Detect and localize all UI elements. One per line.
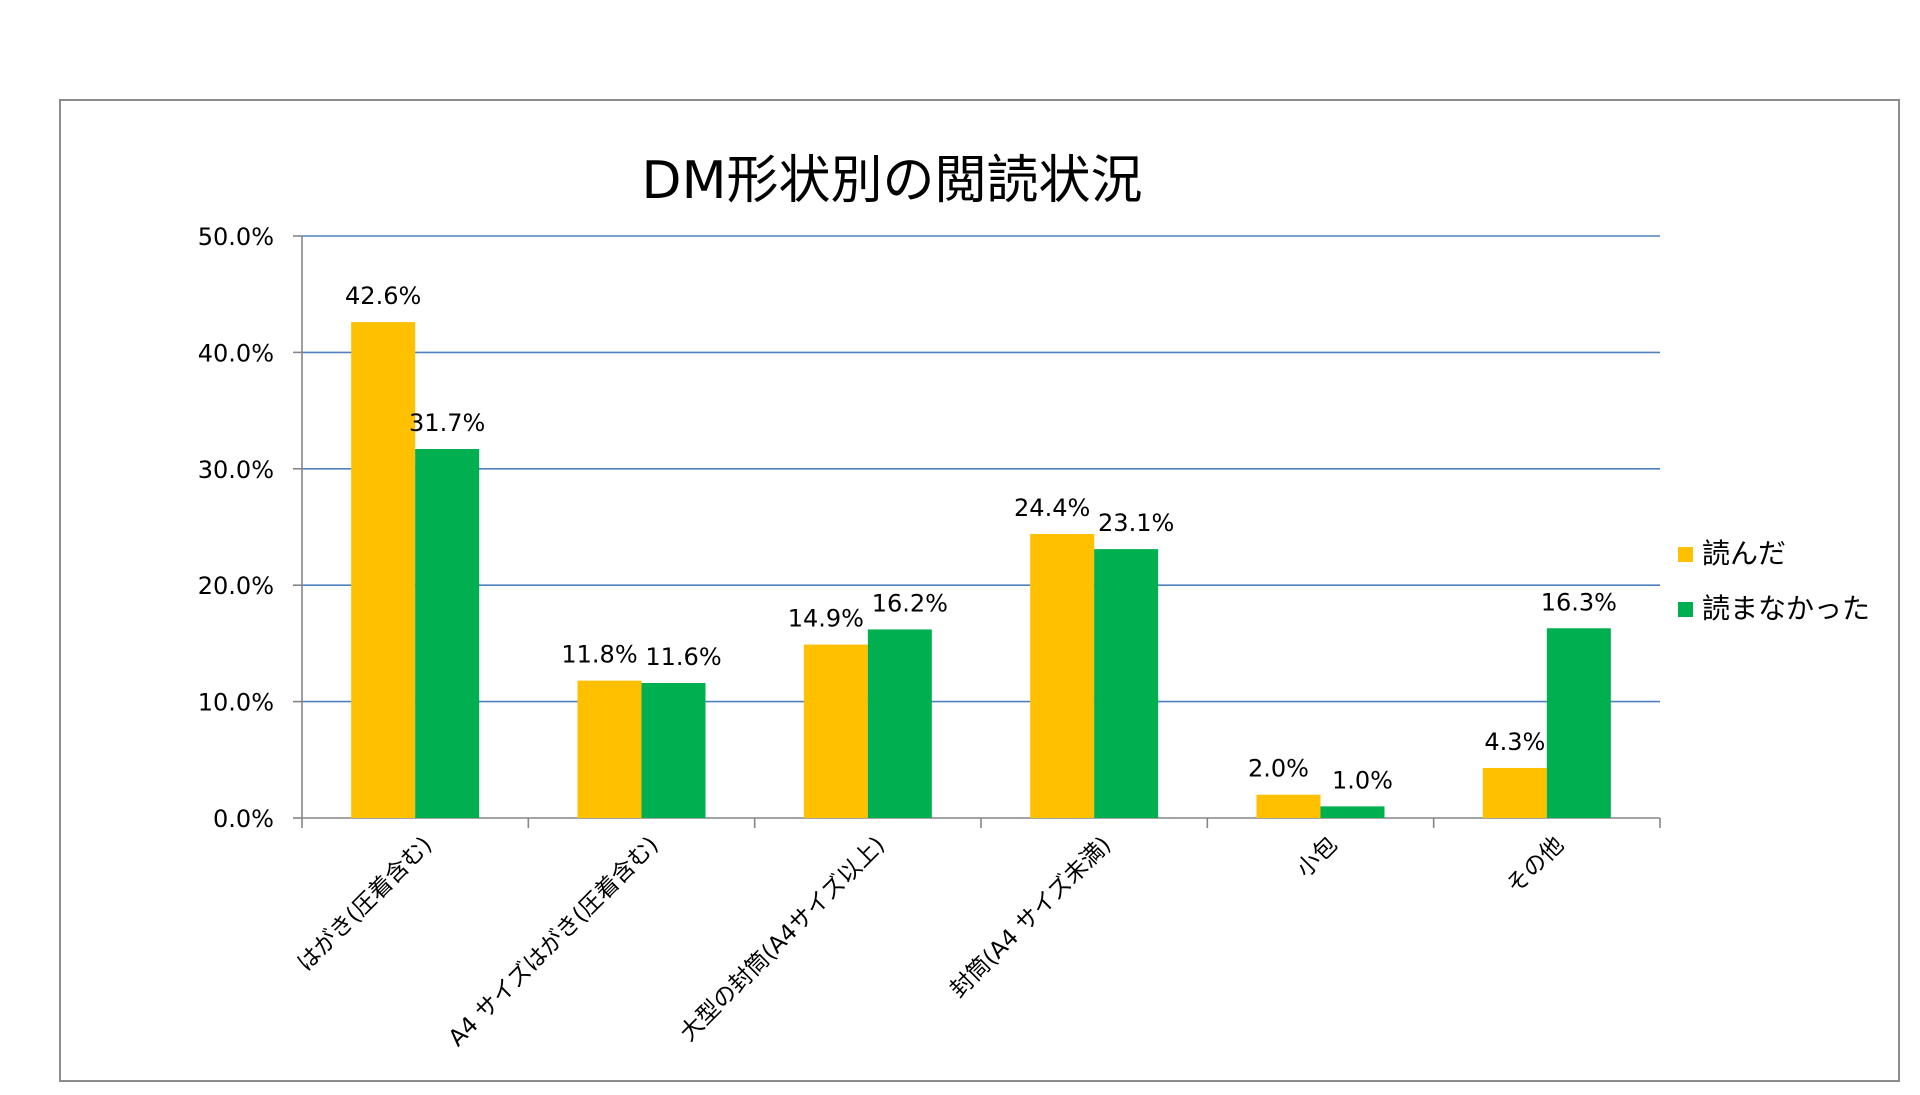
y-tick-label: 10.0%: [198, 689, 274, 717]
y-tick-label: 20.0%: [198, 572, 274, 600]
gridlines: [302, 235, 1660, 703]
y-tick-label: 0.0%: [213, 805, 274, 833]
y-tick-label: 30.0%: [198, 456, 274, 484]
y-tick-label: 50.0%: [198, 223, 274, 251]
bar-not-read: [867, 629, 932, 818]
axes: [293, 235, 1661, 828]
bar-read: [1030, 533, 1095, 818]
data-label: 16.3%: [1541, 588, 1617, 616]
data-label: 42.6%: [345, 282, 421, 310]
bar-not-read: [641, 682, 706, 818]
bar-read: [1256, 794, 1321, 818]
legend-swatch: [1678, 602, 1693, 617]
data-label: 11.8%: [561, 641, 637, 669]
y-tick-label: 40.0%: [198, 339, 274, 367]
x-tick-labels: はがき(圧着含む) A4 サイズはがき(圧着含む) 大型の封筒(A4サイズ以上) 封筒…: [292, 832, 1569, 1052]
legend-swatch: [1678, 547, 1693, 562]
data-label: 24.4%: [1014, 494, 1090, 522]
x-tick-label: 小包: [1292, 832, 1343, 883]
bar-read: [1482, 767, 1547, 818]
bar-read: [577, 680, 642, 818]
data-label: 23.1%: [1098, 509, 1174, 537]
x-tick-label: A4 サイズはがき(圧着含む): [444, 832, 664, 1052]
bar-not-read: [1320, 806, 1385, 818]
y-tick-labels: 0.0% 10.0% 20.0% 30.0% 40.0% 50.0%: [198, 223, 274, 833]
x-tick-label: その他: [1502, 832, 1569, 899]
bars: [351, 322, 1611, 818]
chart-title: DM形状別の閲読状況: [642, 151, 1143, 211]
bar-read: [803, 644, 868, 818]
data-label: 2.0%: [1248, 755, 1309, 783]
data-label: 16.2%: [872, 589, 948, 617]
bar-not-read: [1546, 628, 1611, 818]
data-label: 14.9%: [788, 605, 864, 633]
x-tick-label: 封筒(A4 サイズ未満): [945, 832, 1116, 1003]
legend-label: 読んだ: [1702, 537, 1786, 570]
bar-not-read: [415, 449, 480, 818]
legend-label: 読まなかった: [1702, 592, 1870, 625]
data-label: 1.0%: [1332, 766, 1393, 794]
x-tick-label: はがき(圧着含む): [292, 832, 437, 977]
data-label: 11.6%: [645, 643, 721, 671]
x-tick-label: 大型の封筒(A4サイズ以上): [675, 832, 890, 1047]
data-labels: 42.6% 31.7% 11.8% 11.6% 14.9% 16.2% 24.4% 23.1%…: [345, 282, 1617, 794]
bar-read: [351, 322, 416, 818]
data-label: 31.7%: [409, 409, 485, 437]
bar-not-read: [1094, 549, 1159, 818]
data-label: 4.3%: [1484, 728, 1545, 756]
